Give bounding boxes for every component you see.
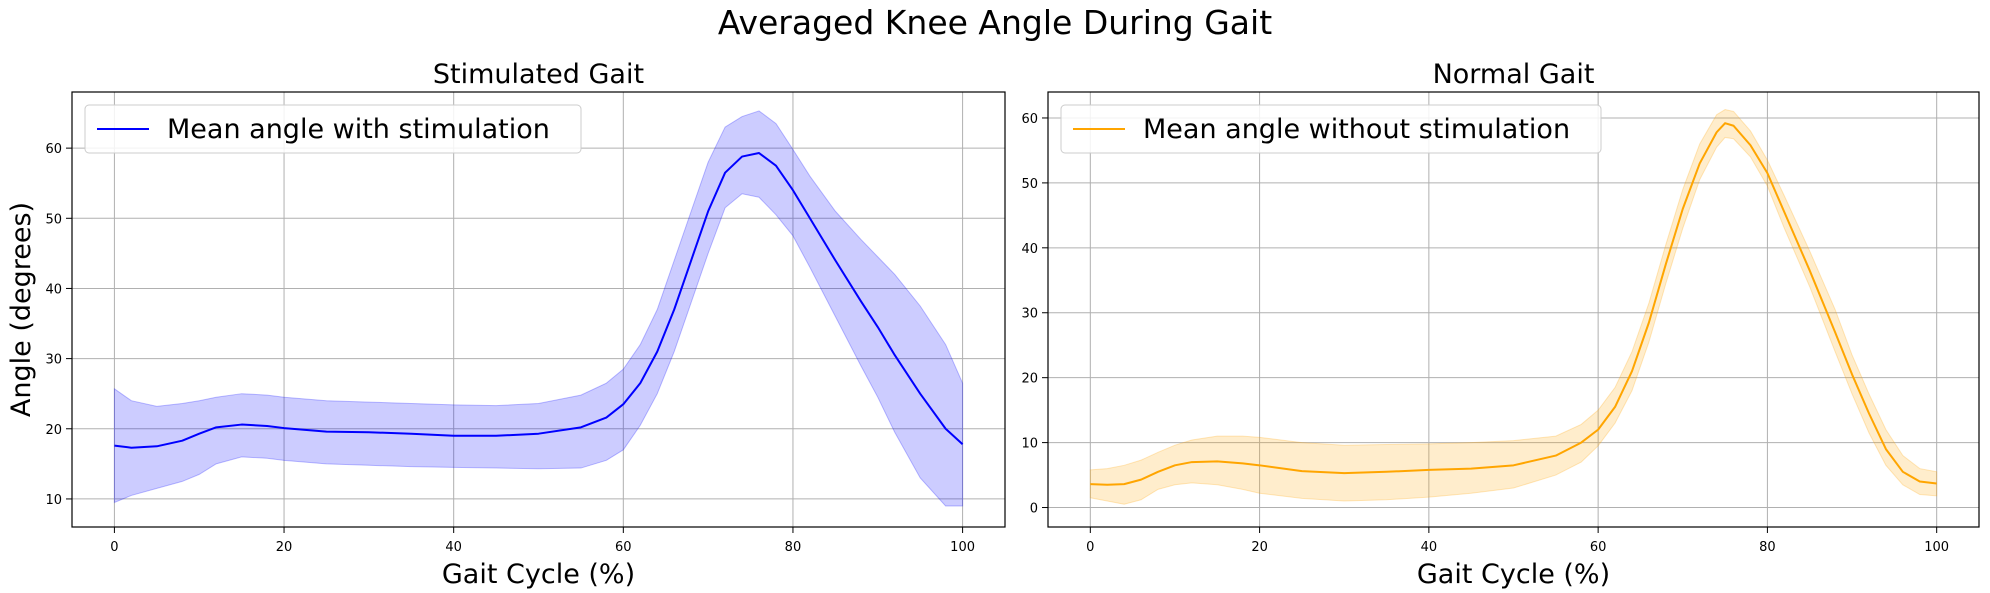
- x-tick-label: 60: [615, 540, 632, 555]
- x-tick-label: 40: [445, 540, 462, 555]
- x-axis-label: Gait Cycle (%): [442, 559, 635, 590]
- y-tick-label: 40: [1021, 242, 1038, 257]
- y-tick-label: 50: [1021, 177, 1038, 192]
- x-tick-label: 60: [1590, 540, 1607, 555]
- x-tick-label: 80: [1759, 540, 1776, 555]
- x-tick-label: 0: [1086, 540, 1094, 555]
- legend: Mean angle with stimulation: [84, 104, 582, 154]
- y-axis-label: Angle (degrees): [6, 202, 37, 417]
- y-tick-label: 60: [45, 142, 62, 157]
- legend-label: Mean angle with stimulation: [167, 114, 550, 145]
- x-tick-label: 100: [950, 540, 975, 555]
- legend-box: [1060, 104, 1602, 154]
- legend: Mean angle without stimulation: [1060, 104, 1602, 154]
- panel-normal-gait: 0 20 40 60 80 100 0 10 20 30 40 50 60 Normal Gait Gait…: [1021, 59, 1980, 590]
- figure-title: Averaged Knee Angle During Gait: [718, 3, 1272, 42]
- mean-angle-line: [114, 152, 964, 449]
- subplot-title: Stimulated Gait: [433, 59, 644, 90]
- x-tick-label: 100: [1924, 540, 1949, 555]
- x-axis-label: Gait Cycle (%): [1417, 559, 1610, 590]
- x-tick-label: 0: [110, 540, 118, 555]
- x-tick-label: 20: [276, 540, 293, 555]
- axes-frame: [71, 91, 1006, 528]
- y-tick-label: 50: [45, 212, 62, 227]
- y-tick-label: 20: [1021, 372, 1038, 387]
- y-tick-label: 0: [1030, 502, 1038, 517]
- panel-stimulated-gait: 0 20 40 60 80 100 10 20 30 40 50 60 Stimulated Gait G…: [6, 59, 1006, 590]
- y-tick-label: 20: [45, 423, 62, 438]
- legend-label: Mean angle without stimulation: [1143, 114, 1570, 145]
- y-tick-label: 10: [1021, 437, 1038, 452]
- mean-angle-line: [1090, 122, 1937, 486]
- y-tick-label: 40: [45, 282, 62, 297]
- y-tick-label: 60: [1021, 112, 1038, 127]
- subplot-title: Normal Gait: [1433, 59, 1595, 90]
- legend-box: [84, 104, 582, 154]
- x-tick-label: 40: [1421, 540, 1438, 555]
- y-tick-label: 30: [45, 353, 62, 368]
- y-tick-label: 10: [45, 493, 62, 508]
- x-tick-label: 20: [1251, 540, 1268, 555]
- x-tick-label: 80: [785, 540, 802, 555]
- confidence-band: [113, 110, 964, 507]
- axes-frame: [1047, 91, 1980, 528]
- y-tick-label: 30: [1021, 307, 1038, 322]
